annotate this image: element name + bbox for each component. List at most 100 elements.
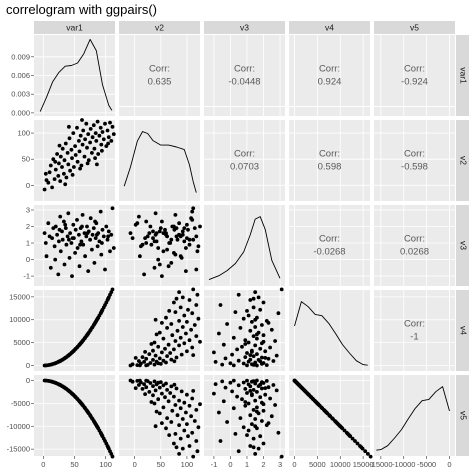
scatter-point [104,224,109,229]
scatter-point [157,262,162,267]
scatter-point [53,224,58,229]
scatter-point [245,309,249,313]
scatter-point [169,420,174,424]
scatter-point [194,303,199,307]
y-axis-tick-label: 15000 [9,292,30,301]
scatter-point [303,389,307,393]
panel-v3-v2 [119,205,202,286]
scatter-point [253,381,258,386]
scatter-point [91,226,96,231]
panel-v5-v2 [119,375,202,459]
corr-value: 0.0703 [230,162,259,173]
scatter-point [151,384,155,388]
scatter-point [172,394,176,399]
scatter-point [99,252,104,257]
scatter-point [248,298,253,302]
scatter-point [157,411,162,416]
scatter-point [99,142,104,147]
scatter-point [100,148,104,153]
scatter-point [62,262,67,267]
scatter-point [106,229,111,234]
scatter-point [186,307,190,312]
scatter-point [85,409,90,414]
scatter-point [182,428,187,433]
scatter-point [144,363,149,368]
scatter-point [111,246,116,250]
scatter-point [264,363,269,367]
scatter-point [236,449,241,454]
strip-right-label-var1: var1 [458,67,468,84]
scatter-point [184,246,188,250]
scatter-point [109,139,114,143]
scatter-point [53,361,58,366]
scatter-point [165,416,170,420]
scatter-point [56,272,61,277]
scatter-point [178,305,183,310]
scatter-point [56,174,61,178]
scatter-point [177,290,182,294]
scatter-point [46,221,51,226]
scatter-point [274,353,279,358]
scatter-point [246,401,251,406]
scatter-point [153,424,158,429]
scatter-point [67,353,71,357]
scatter-point [342,428,347,433]
scatter-point [97,133,102,138]
scatter-point [172,300,176,305]
scatter-point [169,261,174,265]
scatter-point [53,159,58,164]
scatter-point [148,381,153,385]
scatter-point [95,244,100,249]
scatter-point [69,241,74,245]
scatter-point [251,305,256,310]
scatter-point [179,389,184,394]
scatter-point [96,152,101,156]
scatter-point [196,316,201,321]
scatter-point [191,389,196,393]
scatter-point [231,406,236,411]
scatter-point [147,231,152,236]
scatter-point [192,226,197,231]
scatter-point [238,416,243,420]
scatter-point [57,382,62,387]
panel-v2-v2 [119,120,200,201]
panel-bg [374,290,455,371]
scatter-point [161,405,166,410]
scatter-point [46,180,51,185]
scatter-point [241,380,246,385]
scatter-point [255,332,259,337]
panel-bg [119,35,200,116]
scatter-point [70,392,75,396]
y-axis-tick-label: 1 [26,239,30,248]
scatter-point [93,156,97,161]
scatter-point [160,321,164,325]
strip-right-var1 [456,35,469,116]
scatter-point [68,231,72,236]
y-axis-tick-label: 0.000 [11,108,30,117]
y-axis-tick-label: -1 [23,272,30,281]
scatter-point [106,135,111,140]
scatter-point [165,388,170,392]
scatter-point [42,231,47,236]
scatter-point [80,213,85,217]
scatter-point [217,331,221,336]
scatter-point [218,303,223,307]
scatter-point [58,179,63,184]
scatter-point [190,209,195,214]
scatter-point [55,152,59,156]
y-axis-tick-label: -15000 [7,445,30,454]
density-curve-v2 [123,131,197,193]
scatter-point [185,222,189,227]
x-axis-tick-label: 50 [70,460,78,469]
scatter-point [148,224,153,229]
scatter-point [67,237,71,242]
scatter-point [253,343,258,348]
scatter-point [243,355,248,359]
scatter-point [194,408,199,412]
scatter-point [75,218,79,222]
scatter-point [190,345,195,350]
panel-v2-v3: Corr: 0.0703 [204,120,285,201]
scatter-point [189,216,194,221]
density-curve-v3 [208,216,281,281]
scatter-point [103,121,107,126]
